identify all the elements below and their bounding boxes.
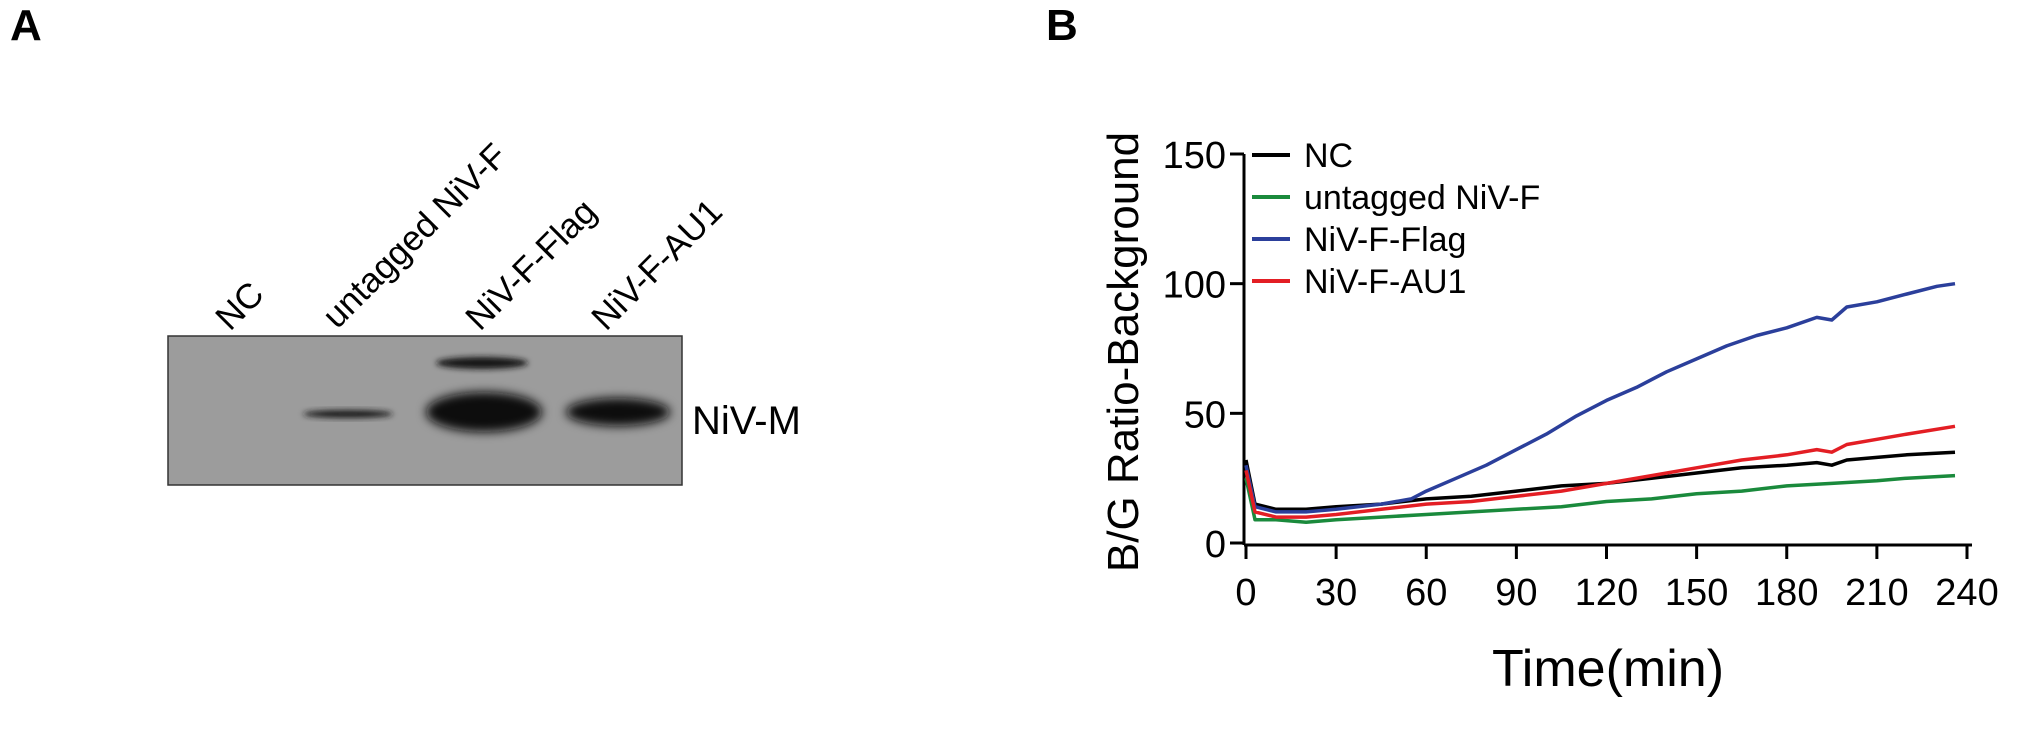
- legend: NC untagged NiV-F NiV-F-Flag NiV-F-AU1: [1252, 137, 1540, 301]
- legend-label: NiV-F-Flag: [1304, 221, 1466, 259]
- band-label-nivm: NiV-M: [692, 399, 801, 443]
- y-axis: 0 50 100 150: [1163, 135, 1246, 566]
- band-flag-upper: [436, 357, 528, 369]
- x-tick-label: 240: [1935, 572, 1998, 614]
- legend-label: NiV-F-AU1: [1304, 263, 1466, 301]
- y-ticks: 0 50 100 150: [1163, 135, 1244, 566]
- x-tick-label: 210: [1845, 572, 1908, 614]
- panel-b-letter: B: [1046, 1, 1078, 50]
- x-tick-label: 180: [1755, 572, 1818, 614]
- band-au1: [566, 398, 670, 426]
- y-tick-label: 50: [1184, 394, 1226, 436]
- x-tick-label: 150: [1665, 572, 1728, 614]
- series-line-3: [1244, 424, 1956, 519]
- western-blot-panel: NC untagged NiV-F NiV-F-Flag NiV-F-AU1 N…: [167, 136, 801, 486]
- x-ticks: 0 30 60 90 120 150 180 210 240: [1235, 545, 1999, 614]
- band-untagged: [303, 410, 393, 418]
- panel-a-letter: A: [10, 1, 42, 50]
- series-lines: [1244, 281, 1956, 525]
- y-axis-label: B/G Ratio-Background: [1099, 132, 1148, 572]
- x-tick-label: 60: [1405, 572, 1447, 614]
- x-tick-label: 0: [1235, 572, 1256, 614]
- x-tick-label: 120: [1575, 572, 1638, 614]
- legend-label: NC: [1304, 137, 1353, 175]
- x-tick-label: 30: [1315, 572, 1357, 614]
- y-tick-label: 100: [1163, 265, 1226, 307]
- legend-label: untagged NiV-F: [1304, 179, 1540, 217]
- y-tick-label: 150: [1163, 135, 1226, 177]
- series-line-1: [1244, 473, 1956, 525]
- band-flag-main: [426, 392, 542, 432]
- y-tick-label: 0: [1205, 524, 1226, 566]
- x-axis: 0 30 60 90 120 150 180 210 240: [1235, 543, 1999, 614]
- series-line-2: [1244, 281, 1956, 514]
- x-tick-label: 90: [1495, 572, 1537, 614]
- x-axis-label: Time(min): [1492, 640, 1724, 698]
